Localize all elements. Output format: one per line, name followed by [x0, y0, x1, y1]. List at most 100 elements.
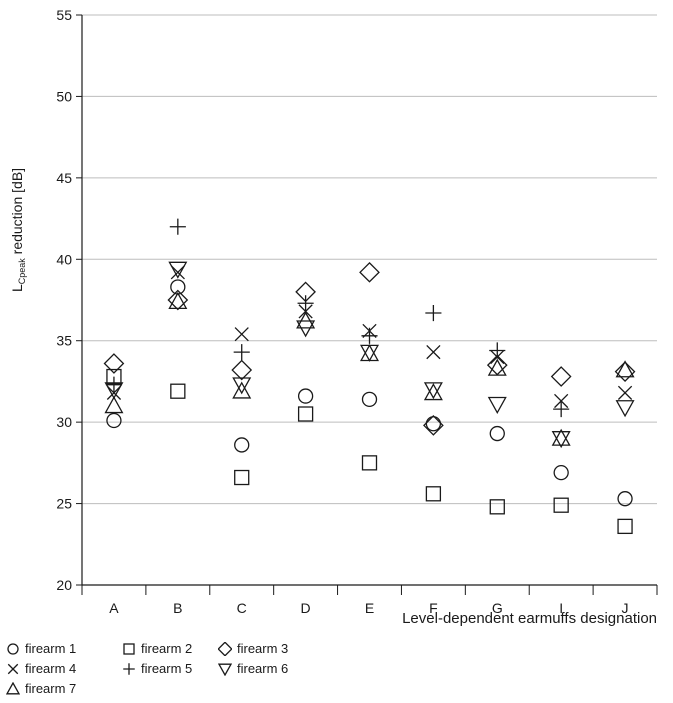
y-tick-label: 40: [56, 251, 72, 267]
data-point: [617, 518, 633, 535]
legend: firearm 1 firearm 2 firearm 3 firearm 4 fire…: [0, 636, 380, 702]
data-point: [553, 497, 569, 513]
legend-label: firearm 2: [141, 641, 193, 656]
data-point: [168, 291, 188, 309]
legend-marker: [7, 663, 19, 675]
y-tick-label: 45: [56, 170, 72, 186]
legend-marker-icon: [7, 643, 19, 655]
data-point: [170, 383, 186, 399]
legend-item: firearm 4: [6, 660, 76, 678]
legend-label: firearm 6: [237, 661, 289, 676]
y-axis-label: LCpeak reduction [dB]: [9, 168, 27, 292]
legend-marker: [6, 682, 20, 695]
legend-label: firearm 7: [25, 681, 77, 696]
data-point: [359, 261, 380, 283]
legend-marker-icon: [218, 663, 232, 676]
data-point: [423, 382, 443, 400]
series-firearm-6: [104, 261, 635, 449]
y-tick-label: 35: [56, 333, 72, 349]
data-point: [298, 304, 313, 319]
x-tick-label: E: [365, 600, 374, 616]
x-tick-label: D: [301, 600, 311, 616]
data-point: [297, 388, 314, 404]
data-point: [489, 342, 506, 359]
data-point: [231, 359, 253, 381]
series-firearm-7: [104, 291, 635, 446]
data-point: [614, 361, 636, 383]
data-point: [297, 295, 314, 312]
data-point: [553, 401, 570, 418]
legend-marker: [218, 663, 232, 676]
data-point: [234, 327, 249, 342]
y-tick-label: 30: [56, 414, 72, 430]
data-point: [234, 469, 250, 486]
x-axis-label: Level-dependent earmuffs designation: [402, 610, 657, 627]
data-point: [233, 344, 250, 361]
x-tick-label: I: [559, 600, 563, 616]
data-point: [487, 396, 507, 414]
legend-item: firearm 7: [6, 680, 76, 698]
data-point: [489, 425, 505, 442]
legend-marker-icon: [123, 663, 135, 675]
data-point: [617, 491, 633, 507]
data-point: [234, 437, 250, 453]
data-point: [359, 344, 380, 362]
data-point: [232, 381, 252, 399]
data-point: [551, 428, 571, 446]
data-point: [168, 261, 188, 279]
data-point: [489, 499, 505, 515]
x-tick-label: J: [622, 600, 629, 616]
legend-label: firearm 5: [141, 661, 193, 676]
x-tick-label: B: [173, 600, 182, 616]
legend-marker-icon: [123, 643, 135, 655]
x-tick-label: A: [109, 600, 119, 616]
data-point: [553, 464, 569, 481]
data-point: [361, 455, 378, 471]
legend-item: firearm 1: [6, 640, 76, 658]
series-firearm-2: [106, 368, 633, 535]
data-point: [425, 416, 442, 432]
legend-item: firearm 2: [122, 640, 192, 658]
data-point: [617, 385, 633, 400]
legend-marker: [218, 642, 232, 656]
data-point: [167, 289, 189, 311]
legend-label: firearm 1: [25, 641, 77, 656]
data-point: [423, 415, 444, 436]
data-point: [104, 382, 124, 400]
data-point: [423, 383, 443, 401]
data-point: [169, 218, 186, 235]
data-point: [425, 486, 442, 502]
legend-marker: [123, 643, 135, 655]
series-firearm-5: [105, 218, 570, 418]
legend-marker-icon: [6, 682, 20, 695]
data-point: [297, 406, 314, 422]
legend-label: firearm 4: [25, 661, 77, 676]
legend-marker: [123, 663, 135, 675]
data-point: [106, 385, 122, 400]
data-point: [487, 358, 507, 376]
data-point: [551, 431, 571, 449]
data-point: [106, 412, 122, 429]
legend-marker: [7, 643, 19, 655]
data-point: [615, 400, 635, 418]
data-point: [550, 366, 572, 387]
x-tick-label: F: [429, 600, 438, 616]
data-point: [296, 311, 316, 329]
series-firearm-3: [103, 261, 636, 436]
legend-marker-icon: [218, 642, 232, 656]
data-point: [554, 393, 569, 409]
data-point: [170, 279, 186, 295]
data-point: [104, 396, 124, 414]
data-point: [232, 377, 252, 395]
data-point: [361, 327, 378, 344]
series-firearm-1: [106, 279, 633, 507]
x-tick-label: C: [237, 600, 247, 616]
legend-marker-icon: [7, 663, 19, 675]
chart: 20 25 30 35 40 45 50 55 A B C D E F G I J LCpeak reductio…: [9, 7, 658, 627]
data-point: [105, 376, 122, 393]
y-tick-label: 55: [56, 7, 72, 23]
legend-item: firearm 5: [122, 660, 192, 678]
data-point: [615, 360, 635, 378]
x-tick-label: G: [492, 600, 503, 616]
legend-item: firearm 6: [218, 660, 288, 678]
